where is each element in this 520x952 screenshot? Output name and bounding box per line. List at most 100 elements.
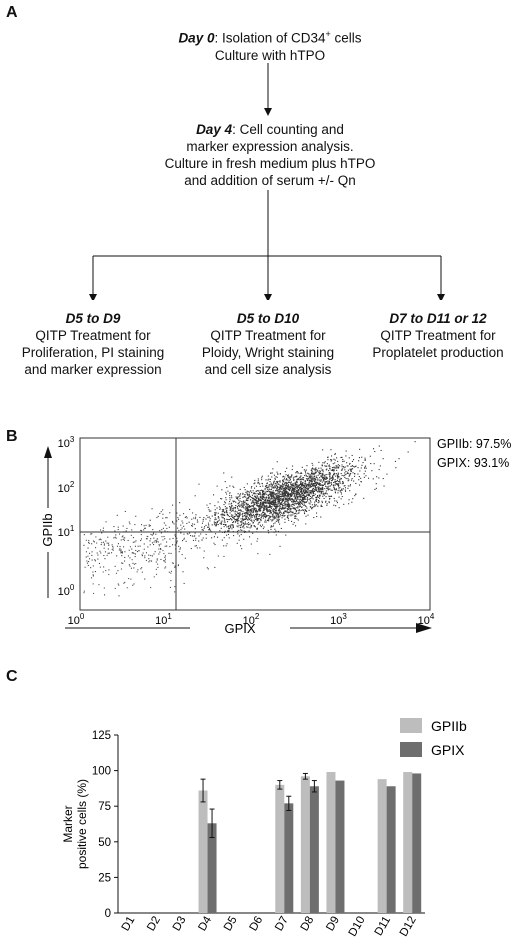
scatter-dot <box>85 551 87 553</box>
scatter-dot <box>270 525 272 527</box>
scatter-dot <box>276 497 278 499</box>
scatter-dot <box>276 519 278 521</box>
scatter-dot <box>293 504 295 506</box>
scatter-dot <box>261 477 263 479</box>
scatter-dot <box>296 499 298 501</box>
scatter-dot <box>181 527 183 529</box>
scatter-dot <box>84 566 86 568</box>
scatter-dot <box>255 499 257 501</box>
scatter-dot <box>284 487 286 489</box>
scatter-dot <box>237 526 239 528</box>
scatter-dot <box>285 506 287 508</box>
scatter-dot <box>317 479 319 481</box>
scatter-dot <box>238 524 240 526</box>
scatter-dot <box>305 475 307 477</box>
scatter-dot <box>320 492 322 494</box>
scatter-dot <box>273 512 275 514</box>
scatter-dot <box>342 488 344 490</box>
scatter-dot <box>248 510 250 512</box>
scatter-dot <box>183 538 185 540</box>
scatter-dot <box>328 464 330 466</box>
scatter-dot <box>315 498 317 500</box>
scatter-dot <box>263 502 265 504</box>
scatter-dot <box>353 480 355 482</box>
scatter-dot <box>341 468 343 470</box>
scatter-dot <box>259 496 261 498</box>
scatter-dot <box>252 515 254 517</box>
scatter-dot <box>295 482 297 484</box>
scatter-dot <box>113 537 115 539</box>
scatter-dot <box>289 476 291 478</box>
scatter-dot <box>263 516 265 518</box>
scatter-dot <box>267 510 269 512</box>
scatter-dot <box>255 485 257 487</box>
scatter-dot <box>334 479 336 481</box>
scatter-dot <box>266 516 268 518</box>
scatter-dot <box>203 527 205 529</box>
scatter-dot <box>269 511 271 513</box>
scatter-dot <box>262 511 264 513</box>
scatter-dot <box>305 469 307 471</box>
scatter-dot <box>300 472 302 474</box>
scatter-dot <box>164 555 166 557</box>
scatter-dot <box>162 517 164 519</box>
scatter-dot <box>307 489 309 491</box>
scatter-dot <box>230 514 232 516</box>
scatter-dot <box>209 528 211 530</box>
scatter-dot <box>277 480 279 482</box>
scatter-dot <box>282 508 284 510</box>
scatter-dot <box>353 466 355 468</box>
scatter-dot <box>230 506 232 508</box>
scatter-dot <box>284 495 286 497</box>
scatter-dot <box>286 485 288 487</box>
scatter-dot <box>256 528 258 530</box>
scatter-dot <box>297 495 299 497</box>
scatter-dot <box>217 516 219 518</box>
scatter-dot <box>292 494 294 496</box>
scatter-dot <box>275 534 277 536</box>
scatter-dot <box>223 508 225 510</box>
scatter-dot <box>297 487 299 489</box>
scatter-dot <box>331 459 333 461</box>
scatter-dot <box>272 519 274 521</box>
y-tick-label: 103 <box>58 435 75 450</box>
scatter-dot <box>336 467 338 469</box>
scatter-dot <box>217 520 219 522</box>
scatter-dot <box>297 497 299 499</box>
scatter-dot <box>265 499 267 501</box>
scatter-dot <box>279 506 281 508</box>
scatter-dot <box>90 533 92 535</box>
scatter-dot <box>315 469 317 471</box>
scatter-dot <box>339 490 341 492</box>
scatter-dot <box>311 489 313 491</box>
scatter-dot <box>300 484 302 486</box>
scatter-dot <box>365 475 367 477</box>
scatter-dot <box>278 516 280 518</box>
scatter-dot <box>187 533 189 535</box>
scatter-dot <box>358 479 360 481</box>
scatter-dot <box>266 504 268 506</box>
scatter-dot <box>255 497 257 499</box>
scatter-dot <box>287 488 289 490</box>
scatter-dot <box>87 564 89 566</box>
scatter-dot <box>97 554 99 556</box>
scatter-dot <box>323 476 325 478</box>
scatter-dot <box>289 508 291 510</box>
scatter-dot <box>157 515 159 517</box>
scatter-dot <box>272 490 274 492</box>
scatter-dot <box>318 473 320 475</box>
scatter-dot <box>265 492 267 494</box>
scatter-dot <box>288 494 290 496</box>
scatter-dot <box>268 532 270 534</box>
scatter-dot <box>290 485 292 487</box>
scatter-dot <box>269 501 271 503</box>
scatter-dot <box>297 519 299 521</box>
scatter-dot <box>295 500 297 502</box>
scatter-dot <box>309 475 311 477</box>
scatter-dot <box>272 518 274 520</box>
scatter-dot <box>227 490 229 492</box>
scatter-dot <box>260 495 262 497</box>
scatter-dot <box>326 465 328 467</box>
scatter-dot <box>280 485 282 487</box>
scatter-dot <box>313 473 315 475</box>
